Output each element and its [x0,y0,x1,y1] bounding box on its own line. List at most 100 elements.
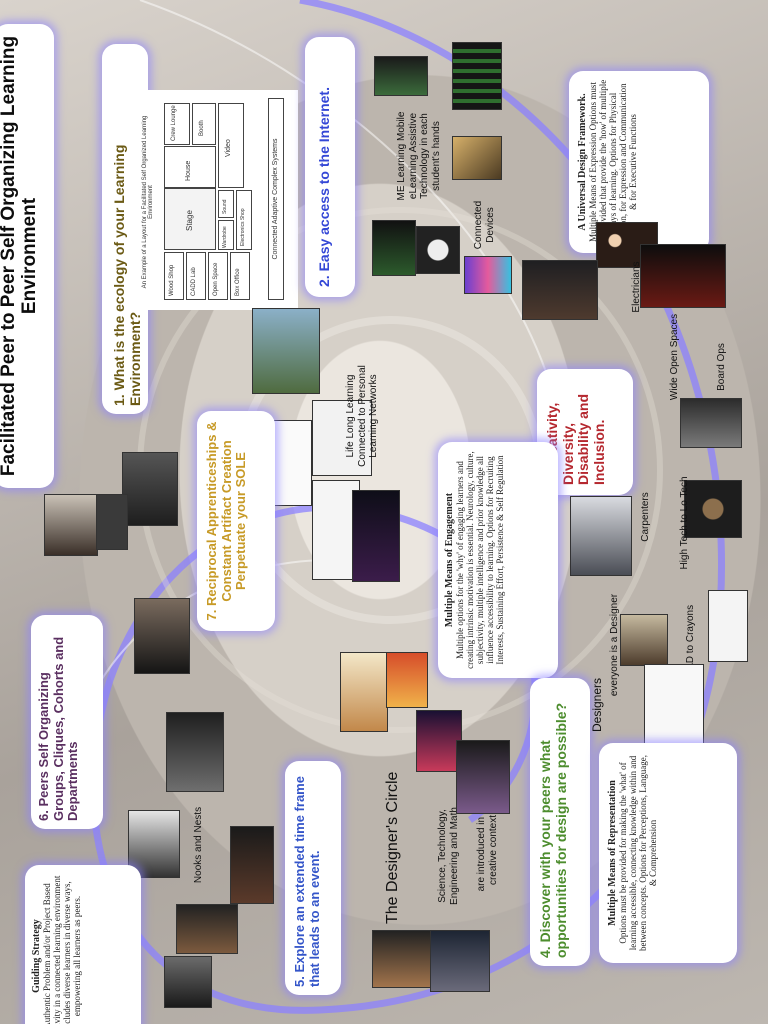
title-card: Facilitated Peer to Peer Self Organizing… [0,24,54,488]
lifelong-label: Life Long Learning Connected to Personal… [345,365,379,467]
representation-title: Multiple Means of Representation [607,780,618,926]
tablet-photo-2 [416,226,460,274]
designers-circle-label: The Designer's Circle [384,771,401,924]
handheld-photo [452,136,502,180]
udl-body: Multiple Means of Expression Options mus… [588,79,638,245]
section-7-heading: 7. Reciprocal Apprenticeships & Constant… [204,421,249,621]
diagram-video: Video [218,103,244,188]
electricians-wrap: Electricians [631,247,645,327]
board-ops-label: Board Ops [716,343,727,391]
connected-devices-wrap: Connected Devices [473,195,499,255]
designers-sub-label: everyone is a Designer [609,593,620,697]
diagram-wardrobe: Wardrobe [218,220,234,250]
high-tech-photo [684,480,742,538]
nooks-photo-4 [164,956,212,1008]
diagram-box-office: Box Office [230,252,250,300]
carpenters-photo [570,496,632,576]
workshop-photo-1 [122,452,178,526]
section-4-heading: 4. Discover with your peers what opportu… [537,702,569,958]
diagram-video-label: Video [225,139,232,157]
section-2-heading: 2. Easy access to the Internet. [316,87,332,287]
section-4-card: 4. Discover with your peers what opportu… [530,678,590,966]
electricians-photo-3 [522,260,598,320]
lifelong-wrap: Life Long Learning Connected to Personal… [345,355,405,477]
diagram-sound: Sound [218,190,234,218]
diagram-electronics-shop-label: Electronics Shop [240,208,246,246]
cad-photo [620,614,668,666]
diagram-booth-label: Booth [199,120,205,136]
designers-circle-wrap: The Designer's Circle [384,754,406,924]
diagram-cadd-lab: CADD Lab [186,252,206,300]
diagram-crew-lounge-label: Crew Lounge [171,105,177,141]
section-2-card: 2. Easy access to the Internet. [305,37,355,297]
diagram-photo [644,664,704,756]
poster-photo-2 [386,652,428,708]
section-6-wrap: 6. Peers Self Organizing Groups, Cliques… [31,615,103,829]
diagram-wood-shop: Wood Shop [164,252,184,300]
section-7-wrap: 7. Reciprocal Apprenticeships & Constant… [197,411,275,631]
class-photo-2 [166,712,224,792]
representation-body: Options must be provided for making the … [618,755,658,951]
designers-photo-1 [372,930,432,988]
stage-photo [352,490,400,582]
representation-card-wrap: Multiple Means of Representation Options… [599,743,737,963]
designers-wrap: Designers [590,652,606,732]
event-photo-1 [416,710,462,772]
section-5-card: 5. Explore an extended time frame that l… [285,761,341,995]
connected-devices-label: Connected Devices [473,200,496,250]
section-4-wrap: 4. Discover with your peers what opportu… [530,678,590,966]
diagram-house-label: House [185,160,192,181]
diagram-wood-shop-label: Wood Shop [169,264,175,296]
diagram-caption: An Example of a Layout for a Facilitated… [142,115,154,289]
tablet-photo-3 [464,256,512,294]
diagram-stage: Stage [164,188,216,250]
nooks-photo-3 [176,904,238,954]
page-title: Facilitated Peer to Peer Self Organizing… [0,35,41,477]
engagement-title: Multiple Means of Engagement [444,492,455,628]
high-low-wrap: High Tech to Lo Tech [679,473,693,573]
poster-photo-1 [340,652,388,732]
diagram-electronics-shop: Electronics Shop [236,190,252,250]
section-6-heading: 6. Peers Self Organizing Groups, Cliques… [36,636,81,821]
diagram-wardrobe-label: Wardrobe [222,226,228,248]
class-photo-1 [134,598,190,674]
floorplan-photo [708,590,748,662]
tablet-photo-1 [372,220,416,276]
section-2-wrap: 2. Easy access to the Internet. [305,37,355,297]
diagram-house: House [164,146,216,188]
electricians-label: Electricians [631,261,642,313]
high-low-label: High Tech to Lo Tech [679,476,690,570]
diagram-stage-label: Stage [185,210,194,231]
electricians-photo-2 [640,244,726,308]
group-outdoor-photo [252,308,320,394]
nooks-photo-2 [230,826,274,904]
guiding-card: Guiding Strategy Authentic Problem and/o… [25,865,141,1024]
workshop-photo-3 [96,494,128,550]
board-ops-photo [680,398,742,448]
udl-title: A Universal Design Framework. [577,93,588,231]
diagram-footer: Connected Adaptive Complex Systems [268,98,284,300]
network-screenshot-1 [312,400,372,476]
guiding-title: Guiding Strategy [31,919,42,993]
section-5-heading: 5. Explore an extended time frame that l… [292,776,322,987]
representation-card: Multiple Means of Representation Options… [599,743,737,963]
stem-label: Science, Technology, Engineering and Mat… [437,807,460,905]
stem-sub-wrap: are introduced in a creative context [476,800,504,900]
nooks-photo-1 [128,810,180,878]
diagram-booth: Booth [192,103,216,145]
event-photo-2 [456,740,510,814]
engagement-card-wrap: Multiple Means of Engagement Multiple op… [438,442,558,678]
me-learning-wrap: ME Learning Mobile eLearning Assistive T… [396,106,460,206]
wide-open-label: Wide Open Spaces [669,313,680,401]
board-ops-wrap: Board Ops [716,332,730,402]
diagram-cadd-lab-label: CADD Lab [191,267,197,296]
engagement-body: Multiple options for the 'why' of engagi… [455,451,505,669]
guiding-body: Authentic Problem and/or Project Based a… [42,875,82,1024]
carpenters-wrap: Carpenters [640,482,654,552]
designers-label: Designers [590,677,604,732]
phone-photo-1 [374,56,428,96]
title-card-wrap: Facilitated Peer to Peer Self Organizing… [0,24,54,488]
me-learning-label: ME Learning Mobile eLearning Assistive T… [396,111,442,201]
engagement-card: Multiple Means of Engagement Multiple op… [438,442,558,678]
